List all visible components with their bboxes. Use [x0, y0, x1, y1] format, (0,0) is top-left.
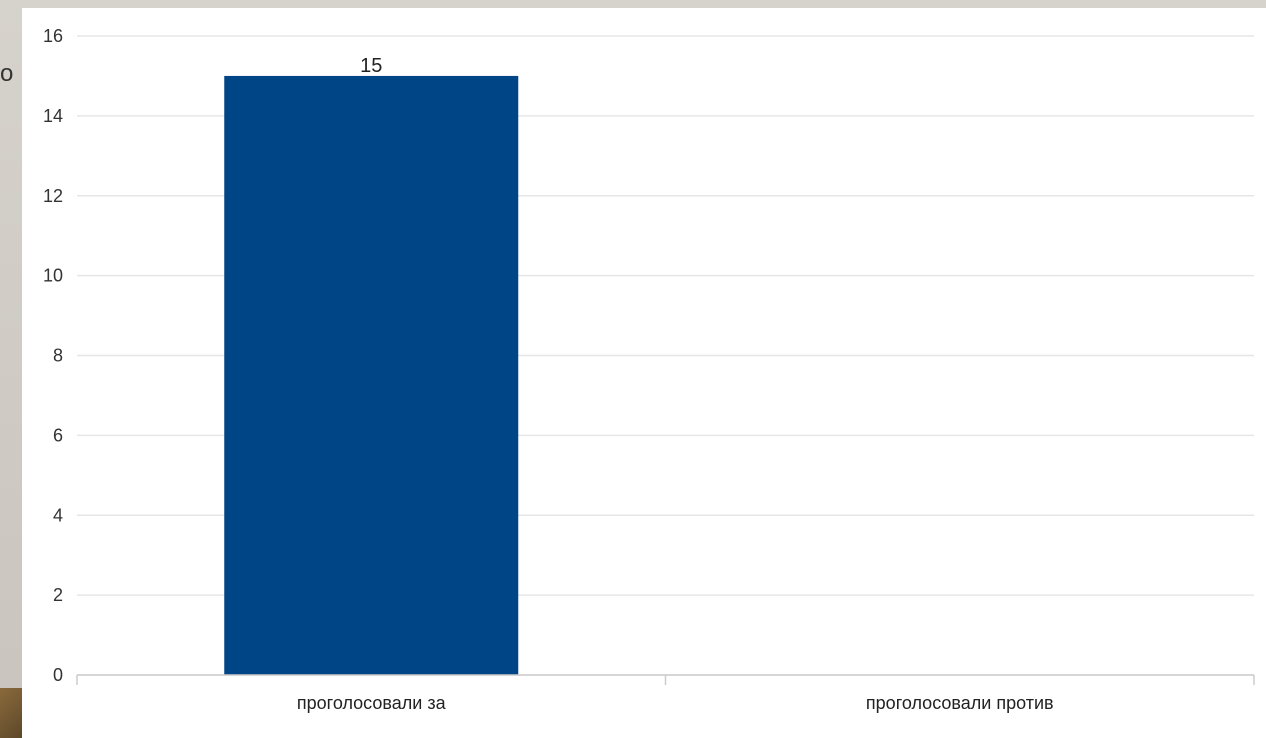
chart-panel: 0 2 4 6 8 10 12 14 16 проголосовали за проголосов… [22, 8, 1266, 738]
category-label-0: проголосовали за [297, 693, 447, 713]
data-labels: 15 [360, 55, 382, 77]
data-label-0: 15 [360, 55, 382, 77]
bar-0 [224, 75, 519, 675]
y-tick-label-8: 8 [53, 346, 63, 366]
x-axis [76, 674, 1255, 685]
y-tick-label-14: 14 [43, 106, 63, 126]
bars [224, 75, 519, 675]
y-tick-label-12: 12 [43, 186, 63, 206]
y-tick-label-16: 16 [43, 26, 63, 46]
x-axis-category-labels: проголосовали за проголосовали против [297, 693, 1054, 713]
y-tick-label-10: 10 [43, 266, 63, 286]
y-tick-label-4: 4 [53, 505, 63, 525]
slide-title-fragment: о [0, 60, 14, 87]
y-tick-label-0: 0 [53, 665, 63, 685]
category-label-1: проголосовали против [866, 693, 1054, 713]
y-tick-label-6: 6 [53, 425, 63, 445]
y-axis-tick-labels: 0 2 4 6 8 10 12 14 16 [43, 26, 63, 685]
y-tick-label-2: 2 [53, 585, 63, 605]
